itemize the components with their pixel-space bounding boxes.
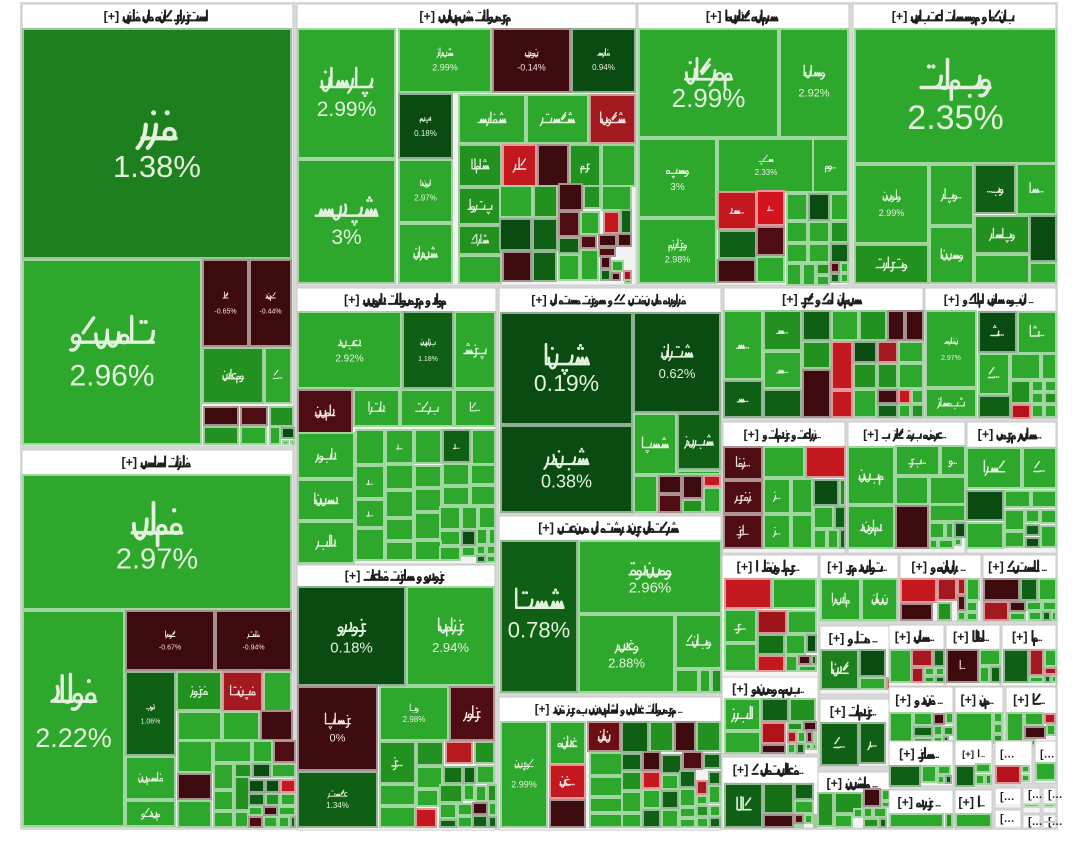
svg-text:0.19%: 0.19%: [534, 370, 599, 396]
svg-text:[+]: [+]: [960, 693, 976, 707]
svg-text:[+]: [+]: [895, 630, 911, 644]
svg-text:-0.14%: -0.14%: [517, 62, 546, 72]
svg-text:3%: 3%: [670, 182, 685, 193]
svg-text:1.18%: 1.18%: [418, 356, 438, 363]
svg-text:[…: […: [1048, 816, 1063, 828]
svg-text:-0.94%: -0.94%: [242, 644, 264, 651]
svg-text:[+]: [+]: [953, 630, 969, 644]
svg-text:[+]: [+]: [829, 631, 845, 645]
svg-text:0.62%: 0.62%: [659, 366, 696, 381]
svg-text:2.99%: 2.99%: [879, 208, 905, 218]
svg-text:3%: 3%: [331, 226, 361, 249]
svg-text:[+]: [+]: [988, 560, 1004, 574]
svg-text:2.98%: 2.98%: [665, 254, 691, 264]
svg-text:2.92%: 2.92%: [335, 354, 363, 365]
svg-text:[+]: [+]: [737, 560, 753, 574]
svg-text:[…: […: [1028, 816, 1043, 828]
svg-text:[+]: [+]: [911, 560, 927, 574]
svg-text:2.97%: 2.97%: [414, 194, 437, 203]
svg-text:[…: […: [1000, 748, 1015, 760]
svg-text:0.18%: 0.18%: [414, 129, 437, 138]
svg-text:[+]: [+]: [827, 560, 843, 574]
svg-text:2.94%: 2.94%: [432, 640, 469, 655]
svg-text:[+]: [+]: [743, 427, 758, 441]
svg-text:[+]: [+]: [345, 569, 361, 583]
svg-text:2.99%: 2.99%: [317, 98, 377, 121]
svg-text:2.99%: 2.99%: [511, 779, 537, 789]
svg-text:2.96%: 2.96%: [69, 360, 154, 393]
svg-text:[+]: [+]: [733, 763, 749, 777]
svg-text:-0.44%: -0.44%: [259, 308, 281, 315]
svg-text:0.18%: 0.18%: [330, 640, 373, 657]
svg-text:2.88%: 2.88%: [608, 656, 645, 671]
svg-text:[+]: [+]: [962, 749, 974, 760]
svg-text:[+]: [+]: [895, 693, 911, 707]
svg-text:0%: 0%: [330, 732, 346, 744]
svg-text:1.34%: 1.34%: [326, 801, 349, 810]
svg-text:2.22%: 2.22%: [35, 723, 112, 753]
svg-text:[+]: [+]: [830, 704, 846, 718]
svg-text:[…: […: [1000, 791, 1015, 803]
svg-text:[+]: [+]: [121, 455, 137, 469]
svg-text:[+]: [+]: [978, 427, 994, 441]
svg-text:[+]: [+]: [897, 795, 913, 809]
svg-text:[+]: [+]: [826, 776, 842, 790]
svg-text:[+]: [+]: [732, 682, 748, 696]
svg-text:2.99%: 2.99%: [672, 83, 746, 113]
svg-text:2.98%: 2.98%: [403, 715, 426, 724]
svg-text:[…: […: [1028, 789, 1043, 801]
svg-text:[+]: [+]: [531, 293, 546, 307]
svg-text:[+]: [+]: [899, 747, 915, 761]
svg-text:[+]: [+]: [892, 9, 908, 23]
svg-text:2.97%: 2.97%: [116, 543, 198, 575]
svg-text:0.94%: 0.94%: [592, 63, 615, 72]
svg-text:2.99%: 2.99%: [432, 62, 458, 72]
svg-text:[…: […: [1040, 748, 1055, 760]
svg-text:[+]: [+]: [1013, 693, 1029, 707]
svg-text:1.06%: 1.06%: [141, 719, 161, 726]
svg-text:[+]: [+]: [104, 9, 120, 23]
svg-text:[+]: [+]: [958, 795, 974, 809]
svg-text:[+]: [+]: [535, 703, 550, 716]
svg-text:[+]: [+]: [863, 427, 878, 441]
svg-text:[+]: [+]: [782, 292, 798, 306]
svg-text:-0.67%: -0.67%: [159, 644, 181, 651]
svg-text:[+]: [+]: [706, 9, 722, 23]
svg-text:2.92%: 2.92%: [798, 88, 829, 100]
svg-text:2.97%: 2.97%: [941, 355, 961, 362]
svg-text:[…: […: [1048, 789, 1063, 801]
svg-text:[+]: [+]: [1012, 630, 1028, 644]
svg-text:[+]: [+]: [538, 521, 554, 535]
svg-text:1.38%: 1.38%: [113, 149, 201, 184]
svg-text:0.38%: 0.38%: [541, 472, 592, 492]
svg-text:[+]: [+]: [344, 293, 360, 307]
svg-text:2.96%: 2.96%: [629, 579, 672, 596]
svg-text:[+]: [+]: [419, 9, 435, 23]
svg-text:[…: […: [1000, 813, 1015, 825]
svg-text:[+]: [+]: [944, 292, 959, 306]
svg-text:2.35%: 2.35%: [907, 99, 1003, 137]
svg-text:0.78%: 0.78%: [508, 617, 570, 642]
svg-text:-0.65%: -0.65%: [214, 308, 236, 315]
svg-text:2.33%: 2.33%: [755, 168, 778, 177]
